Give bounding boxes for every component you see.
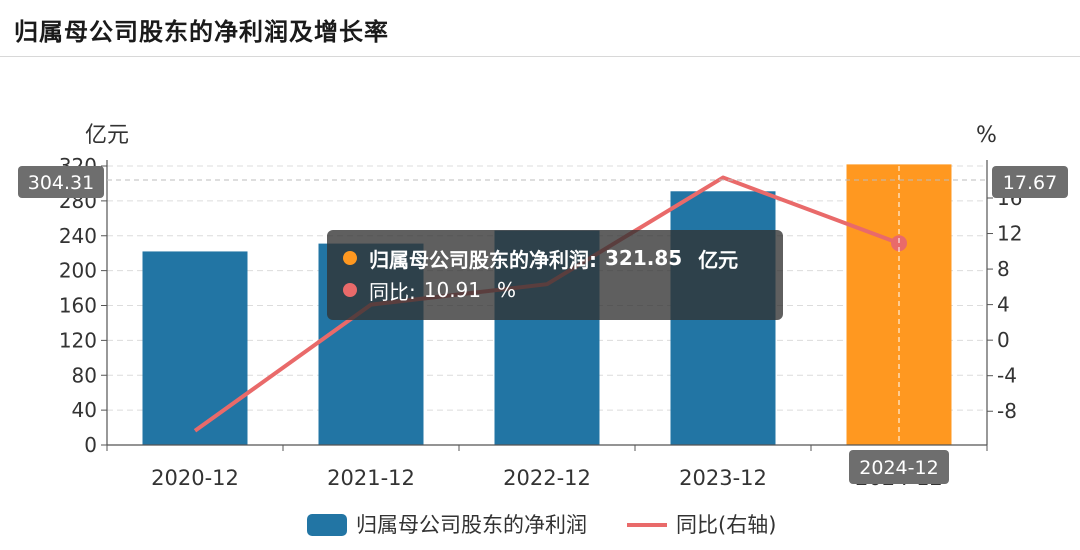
tooltip-profit-unit: 亿元 <box>698 247 739 272</box>
right-tick-label: 8 <box>997 257 1010 281</box>
page-title: 归属母公司股东的净利润及增长率 <box>14 18 389 46</box>
yoy-point-highlight[interactable] <box>891 235 907 252</box>
right-axis-unit: % <box>976 123 997 148</box>
right-tick-label: -4 <box>997 364 1017 388</box>
tooltip-profit-name: 归属母公司股东的净利润: <box>369 247 597 272</box>
pointer-category-label-bg <box>849 450 949 484</box>
left-tick-label: 80 <box>72 363 97 387</box>
right-tick-label: 4 <box>997 293 1010 317</box>
right-tick-label: 12 <box>997 222 1022 246</box>
tooltip-yoy-value: 10.91 <box>423 278 482 302</box>
tooltip: 归属母公司股东的净利润: 321.85 亿元 同比: 10.91 % <box>327 230 783 320</box>
x-tick-label: 2022-12 <box>503 466 591 490</box>
pointer-left-label-bg <box>18 166 104 198</box>
legend-line-label[interactable]: 同比(右轴) <box>676 513 776 537</box>
right-tick-label: -8 <box>997 399 1017 423</box>
x-tick-label: 2020-12 <box>151 466 239 490</box>
x-tick-label: 2023-12 <box>679 466 767 490</box>
left-tick-label: 240 <box>59 224 97 248</box>
tooltip-yoy-name: 同比: <box>369 279 416 304</box>
tooltip-profit-value: 321.85 <box>605 246 683 270</box>
left-tick-label: 120 <box>59 328 97 352</box>
legend[interactable]: 归属母公司股东的净利润 同比(右轴) <box>307 513 776 537</box>
bar-2020-12[interactable] <box>142 251 248 445</box>
axis-pointer: 304.31 17.67 2024-12 <box>18 166 1068 484</box>
x-tick-label: 2021-12 <box>327 466 415 490</box>
title-divider <box>0 56 1080 57</box>
tooltip-yoy-unit: % <box>497 278 517 302</box>
tooltip-row-profit: 归属母公司股东的净利润: 321.85 亿元 <box>343 242 767 274</box>
tooltip-row-yoy: 同比: 10.91 % <box>343 274 767 306</box>
pointer-category-label: 2024-12 <box>859 457 938 479</box>
left-tick-label: 160 <box>59 294 97 318</box>
left-tick-label: 40 <box>72 398 97 422</box>
pointer-right-label: 17.67 <box>1003 172 1057 194</box>
left-tick-label: 0 <box>84 433 97 457</box>
tooltip-marker-yoy <box>343 283 357 297</box>
legend-bar-swatch[interactable] <box>307 514 347 536</box>
pointer-right-label-bg <box>992 166 1068 198</box>
legend-bar-label[interactable]: 归属母公司股东的净利润 <box>356 513 587 537</box>
pointer-left-label: 304.31 <box>28 172 94 194</box>
right-tick-label: 0 <box>997 328 1010 352</box>
left-axis-unit: 亿元 <box>85 123 129 148</box>
left-tick-label: 200 <box>59 259 97 283</box>
tooltip-marker-profit <box>343 251 357 265</box>
